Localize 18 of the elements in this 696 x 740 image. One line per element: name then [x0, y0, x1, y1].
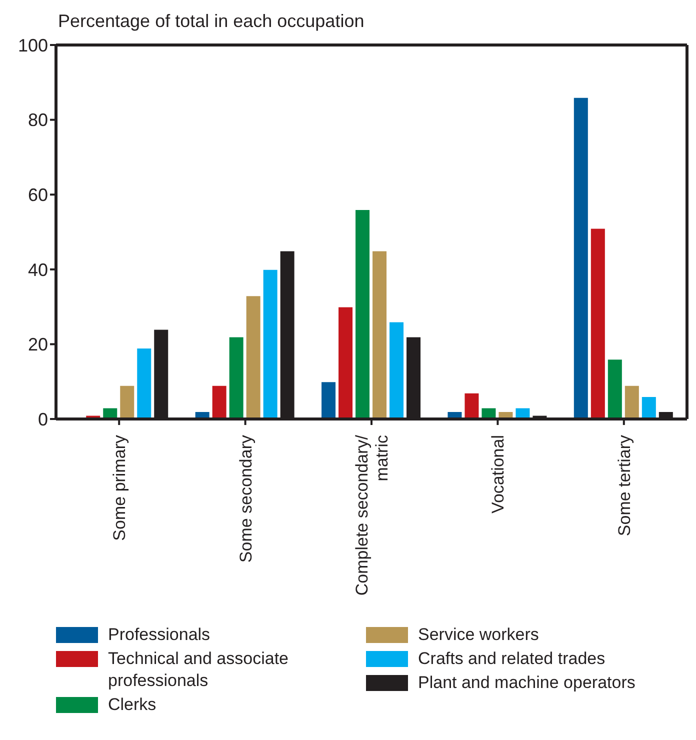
y-tick-label: 20 [28, 334, 48, 355]
y-tick-label: 100 [18, 35, 48, 56]
y-tick-label: 40 [28, 260, 48, 280]
legend-label: Professionals [108, 624, 210, 646]
legend-label: Technical and associate professionals [108, 648, 290, 692]
legend-label: Plant and machine operators [418, 672, 636, 694]
y-tick-label: 0 [38, 409, 48, 430]
y-tick-label: 80 [28, 110, 48, 130]
legend-label: Service workers [418, 624, 539, 646]
x-tick-label: Vocational [488, 435, 508, 514]
x-tick-label: Some secondary [236, 434, 256, 563]
x-tick-label: Some tertiary [614, 434, 634, 536]
y-tick-label: 60 [28, 184, 48, 205]
x-tick-label: Some primary [110, 434, 130, 541]
legend-label: Clerks [108, 694, 156, 716]
chart-title: Percentage of total in each occupation [58, 10, 366, 33]
x-tick-label: Complete secondary/matric [352, 434, 392, 596]
legend-label: Crafts and related trades [418, 648, 606, 670]
